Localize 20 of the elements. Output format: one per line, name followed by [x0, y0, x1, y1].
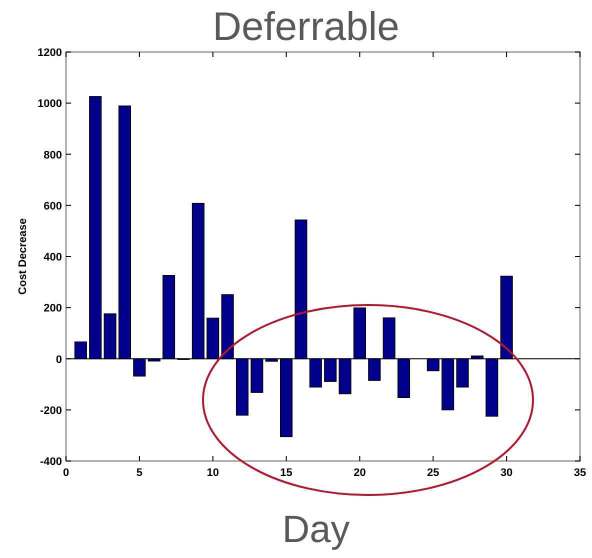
x-axis-title: Day — [282, 509, 350, 551]
x-tick-label: 0 — [62, 467, 70, 479]
x-tick-label: 10 — [206, 467, 219, 479]
y-tick-label: 800 — [44, 149, 62, 162]
y-tick-label: -200 — [40, 404, 62, 417]
x-tick-label: 30 — [500, 467, 513, 479]
chart-title: Deferrable — [212, 5, 400, 49]
y-tick-label: 0 — [56, 354, 62, 366]
y-tick-label: 1200 — [38, 47, 62, 59]
x-tick-label: 5 — [136, 467, 142, 479]
y-tick-label: 1000 — [38, 98, 62, 110]
x-tick-label: 20 — [354, 467, 366, 479]
x-tick-label: 25 — [427, 467, 440, 479]
x-tick-label: 35 — [574, 467, 586, 479]
y-tick-label: 400 — [44, 252, 62, 264]
y-tick-label: 200 — [44, 302, 62, 315]
y-tick-label: 600 — [44, 200, 62, 212]
y-tick-label: -400 — [40, 456, 62, 468]
y-axis-title: Cost Decrease — [17, 218, 29, 295]
x-tick-label: 15 — [280, 467, 292, 479]
